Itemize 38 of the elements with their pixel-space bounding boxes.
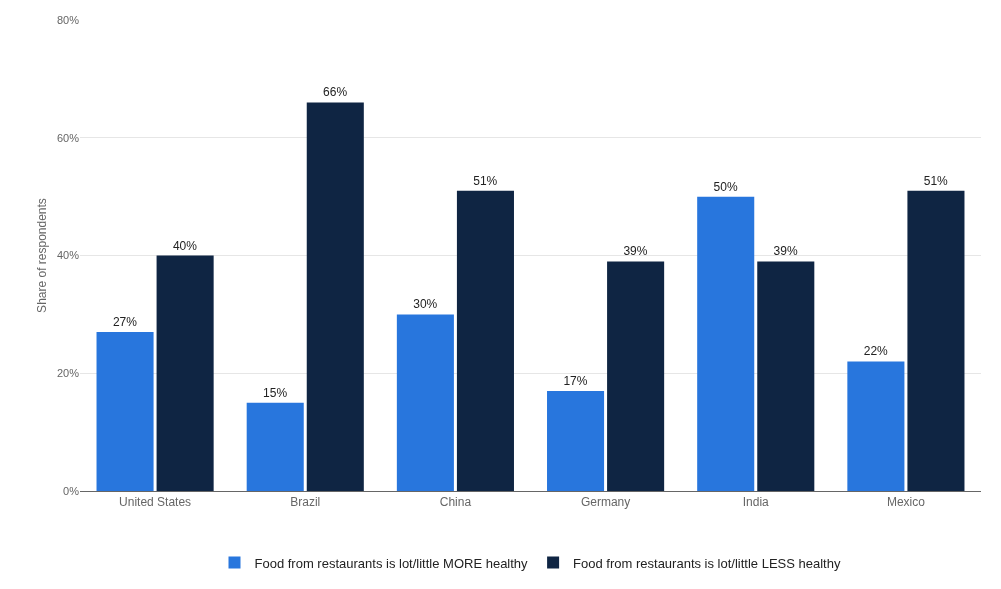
y-tick-label: 20%: [56, 367, 80, 380]
y-tick-label: 60%: [56, 131, 80, 144]
legend-label: Food from restaurants is lot/little MORE healthy: [254, 555, 529, 571]
x-tick-label: India: [742, 495, 770, 510]
data-label: 22%: [863, 344, 889, 359]
y-tick-label: 80%: [56, 13, 80, 26]
data-label: 50%: [713, 179, 738, 194]
data-label: 15%: [263, 385, 288, 400]
bar: [757, 261, 815, 491]
data-label: 51%: [923, 173, 949, 188]
bar: [156, 255, 214, 491]
data-label: 17%: [563, 373, 588, 388]
data-label: 40%: [172, 238, 198, 253]
data-label: 66%: [323, 85, 348, 100]
y-tick-label: 0%: [63, 484, 80, 497]
x-tick-label: Brazil: [290, 495, 321, 510]
data-label: 27%: [112, 315, 138, 330]
data-label: 39%: [623, 244, 648, 259]
bar: [456, 190, 514, 491]
data-label: 39%: [773, 244, 798, 259]
x-tick-label: Mexico: [886, 495, 926, 510]
bar: [907, 190, 965, 491]
x-tick-label: Germany: [580, 495, 631, 510]
bar: [547, 390, 605, 491]
bar: [396, 314, 454, 491]
bar: [607, 261, 665, 491]
y-axis-title: Share of respondents: [35, 198, 49, 313]
x-tick-label: United States: [119, 495, 192, 510]
bar: [306, 102, 364, 491]
x-tick-label: China: [439, 495, 472, 510]
bar: [847, 361, 905, 491]
y-tick-label: 40%: [56, 249, 80, 262]
data-label: 30%: [413, 297, 438, 312]
bar: [246, 402, 304, 491]
legend-label: Food from restaurants is lot/little LESS healthy: [573, 555, 841, 571]
bar: [96, 332, 154, 491]
bar: [697, 196, 755, 491]
data-label: 51%: [473, 173, 498, 188]
